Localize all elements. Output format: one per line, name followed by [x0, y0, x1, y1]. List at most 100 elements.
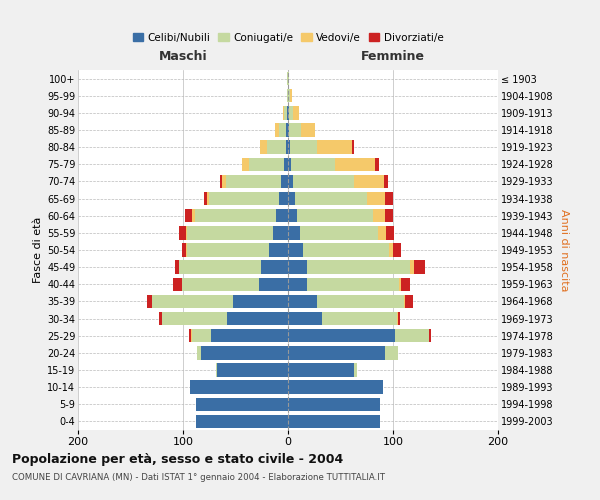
Bar: [404, 294, 413, 308]
Bar: [288, 278, 307, 291]
Bar: [201, 346, 288, 360]
Bar: [185, 209, 193, 222]
Bar: [397, 312, 398, 326]
Bar: [182, 278, 259, 291]
Bar: [303, 244, 389, 256]
Bar: [287, 72, 288, 86]
Bar: [289, 124, 301, 136]
Bar: [291, 158, 335, 171]
Bar: [288, 158, 291, 171]
Bar: [288, 209, 298, 222]
Bar: [233, 294, 288, 308]
Bar: [367, 192, 385, 205]
Bar: [288, 244, 303, 256]
Bar: [190, 329, 191, 342]
Bar: [414, 260, 425, 274]
Bar: [288, 364, 354, 376]
Legend: Celibi/Nubili, Coniugati/e, Vedovi/e, Divorziati/e: Celibi/Nubili, Coniugati/e, Vedovi/e, Di…: [128, 28, 448, 46]
Bar: [175, 260, 179, 274]
Bar: [148, 294, 151, 308]
Text: Maschi: Maschi: [158, 50, 208, 63]
Bar: [375, 158, 379, 171]
Bar: [191, 329, 193, 342]
Bar: [197, 346, 201, 360]
Bar: [281, 174, 288, 188]
Bar: [187, 244, 269, 256]
Bar: [293, 174, 354, 188]
Bar: [194, 209, 277, 222]
Bar: [182, 244, 186, 256]
Bar: [383, 174, 388, 188]
Bar: [288, 226, 299, 239]
Bar: [274, 226, 288, 239]
Bar: [278, 124, 286, 136]
Bar: [288, 174, 293, 188]
Bar: [307, 278, 400, 291]
Bar: [288, 89, 290, 102]
Bar: [227, 312, 288, 326]
Bar: [298, 209, 373, 222]
Bar: [193, 209, 194, 222]
Bar: [335, 158, 375, 171]
Bar: [283, 106, 284, 120]
Text: COMUNE DI CAVRIANA (MN) - Dati ISTAT 1° gennaio 2004 - Elaborazione TUTTITALIA.I: COMUNE DI CAVRIANA (MN) - Dati ISTAT 1° …: [12, 472, 385, 482]
Bar: [290, 140, 317, 154]
Bar: [289, 106, 293, 120]
Bar: [242, 158, 249, 171]
Bar: [277, 209, 288, 222]
Bar: [373, 209, 385, 222]
Bar: [385, 192, 393, 205]
Bar: [301, 124, 316, 136]
Bar: [287, 89, 288, 102]
Bar: [385, 346, 398, 360]
Bar: [400, 278, 401, 291]
Bar: [284, 106, 287, 120]
Bar: [288, 106, 289, 120]
Bar: [222, 174, 226, 188]
Bar: [288, 260, 307, 274]
Bar: [260, 260, 288, 274]
Bar: [288, 294, 317, 308]
Bar: [217, 364, 288, 376]
Bar: [287, 106, 288, 120]
Bar: [401, 278, 410, 291]
Y-axis label: Fasce di età: Fasce di età: [32, 217, 43, 283]
Bar: [385, 209, 393, 222]
Bar: [220, 174, 222, 188]
Bar: [288, 329, 395, 342]
Bar: [211, 329, 288, 342]
Text: Femmine: Femmine: [361, 50, 425, 63]
Bar: [354, 174, 383, 188]
Y-axis label: Anni di nascita: Anni di nascita: [559, 209, 569, 291]
Bar: [162, 312, 227, 326]
Bar: [288, 72, 289, 86]
Bar: [187, 226, 274, 239]
Bar: [190, 380, 288, 394]
Bar: [269, 244, 288, 256]
Bar: [386, 226, 394, 239]
Bar: [293, 106, 299, 120]
Bar: [159, 312, 162, 326]
Bar: [299, 226, 379, 239]
Text: Popolazione per età, sesso e stato civile - 2004: Popolazione per età, sesso e stato civil…: [12, 452, 343, 466]
Bar: [322, 312, 397, 326]
Bar: [429, 329, 431, 342]
Bar: [389, 244, 393, 256]
Bar: [151, 294, 233, 308]
Bar: [226, 174, 281, 188]
Bar: [209, 192, 278, 205]
Bar: [288, 312, 322, 326]
Bar: [288, 140, 290, 154]
Bar: [207, 192, 209, 205]
Bar: [260, 140, 267, 154]
Bar: [354, 364, 357, 376]
Bar: [267, 140, 286, 154]
Bar: [196, 398, 288, 411]
Bar: [290, 89, 292, 102]
Bar: [317, 294, 404, 308]
Bar: [275, 124, 278, 136]
Bar: [307, 260, 410, 274]
Bar: [398, 312, 400, 326]
Bar: [288, 398, 380, 411]
Bar: [295, 192, 367, 205]
